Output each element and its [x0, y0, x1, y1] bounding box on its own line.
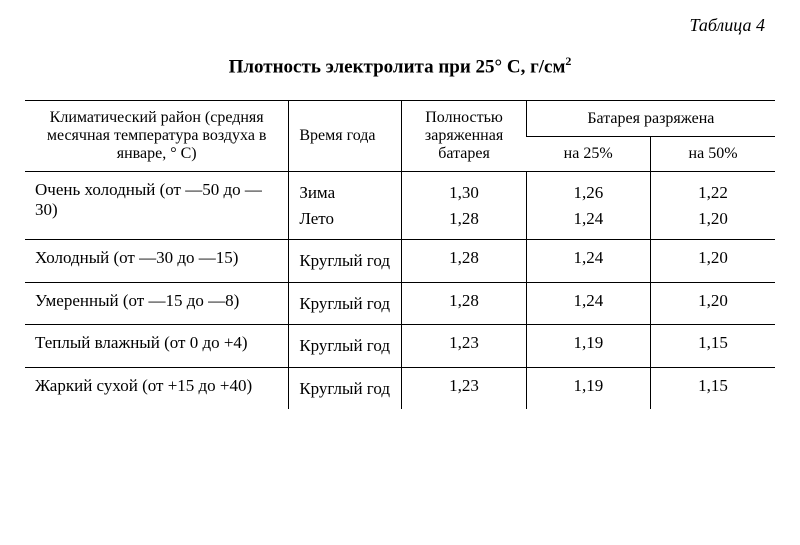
table-title: Плотность электролита при 25° С, г/см2 — [25, 54, 775, 78]
title-text: Плотность электролита при 25° С, г/см — [229, 56, 566, 77]
header-discharged: Батарея разряжена — [526, 101, 775, 137]
header-discharged-25: на 25% — [526, 136, 650, 172]
cell-season: Круглый год — [289, 325, 402, 368]
cell-season: Круглый год — [289, 240, 402, 283]
cell-50: 1,15 — [651, 367, 775, 409]
cell-50: 1,15 — [651, 325, 775, 368]
cell-25: 1,24 — [526, 282, 650, 325]
cell-season: Круглый год — [289, 282, 402, 325]
cell-climate: Холодный (от —30 до —15) — [25, 240, 289, 283]
header-discharged-50: на 50% — [651, 136, 775, 172]
table-row: Жаркий сухой (от +15 до +40) Круглый год… — [25, 367, 775, 409]
title-superscript: 2 — [565, 54, 571, 68]
table-row: Теплый влажный (от 0 до +4) Круглый год … — [25, 325, 775, 368]
cell-50: 1,221,20 — [651, 172, 775, 240]
cell-climate: Жаркий сухой (от +15 до +40) — [25, 367, 289, 409]
cell-climate: Умеренный (от —15 до —8) — [25, 282, 289, 325]
table-row: Умеренный (от —15 до —8) Круглый год 1,2… — [25, 282, 775, 325]
cell-season: ЗимаЛето — [289, 172, 402, 240]
header-full-charge: Полностью заряженная батарея — [402, 101, 526, 172]
cell-full: 1,23 — [402, 325, 526, 368]
cell-25: 1,261,24 — [526, 172, 650, 240]
table-row: Холодный (от —30 до —15) Круглый год 1,2… — [25, 240, 775, 283]
table-number-label: Таблица 4 — [25, 15, 775, 36]
header-season: Время года — [289, 101, 402, 172]
header-climate: Климатический район (средняя месячная те… — [25, 101, 289, 172]
cell-full: 1,28 — [402, 282, 526, 325]
cell-full: 1,23 — [402, 367, 526, 409]
table-row: Очень холодный (от —50 до —30) ЗимаЛето … — [25, 172, 775, 240]
table-body: Очень холодный (от —50 до —30) ЗимаЛето … — [25, 172, 775, 410]
cell-climate: Теплый влажный (от 0 до +4) — [25, 325, 289, 368]
cell-full: 1,28 — [402, 240, 526, 283]
cell-season: Круглый год — [289, 367, 402, 409]
cell-climate: Очень холодный (от —50 до —30) — [25, 172, 289, 240]
cell-25: 1,24 — [526, 240, 650, 283]
cell-25: 1,19 — [526, 325, 650, 368]
cell-25: 1,19 — [526, 367, 650, 409]
density-table: Климатический район (средняя месячная те… — [25, 100, 775, 409]
cell-full: 1,301,28 — [402, 172, 526, 240]
cell-50: 1,20 — [651, 282, 775, 325]
cell-50: 1,20 — [651, 240, 775, 283]
